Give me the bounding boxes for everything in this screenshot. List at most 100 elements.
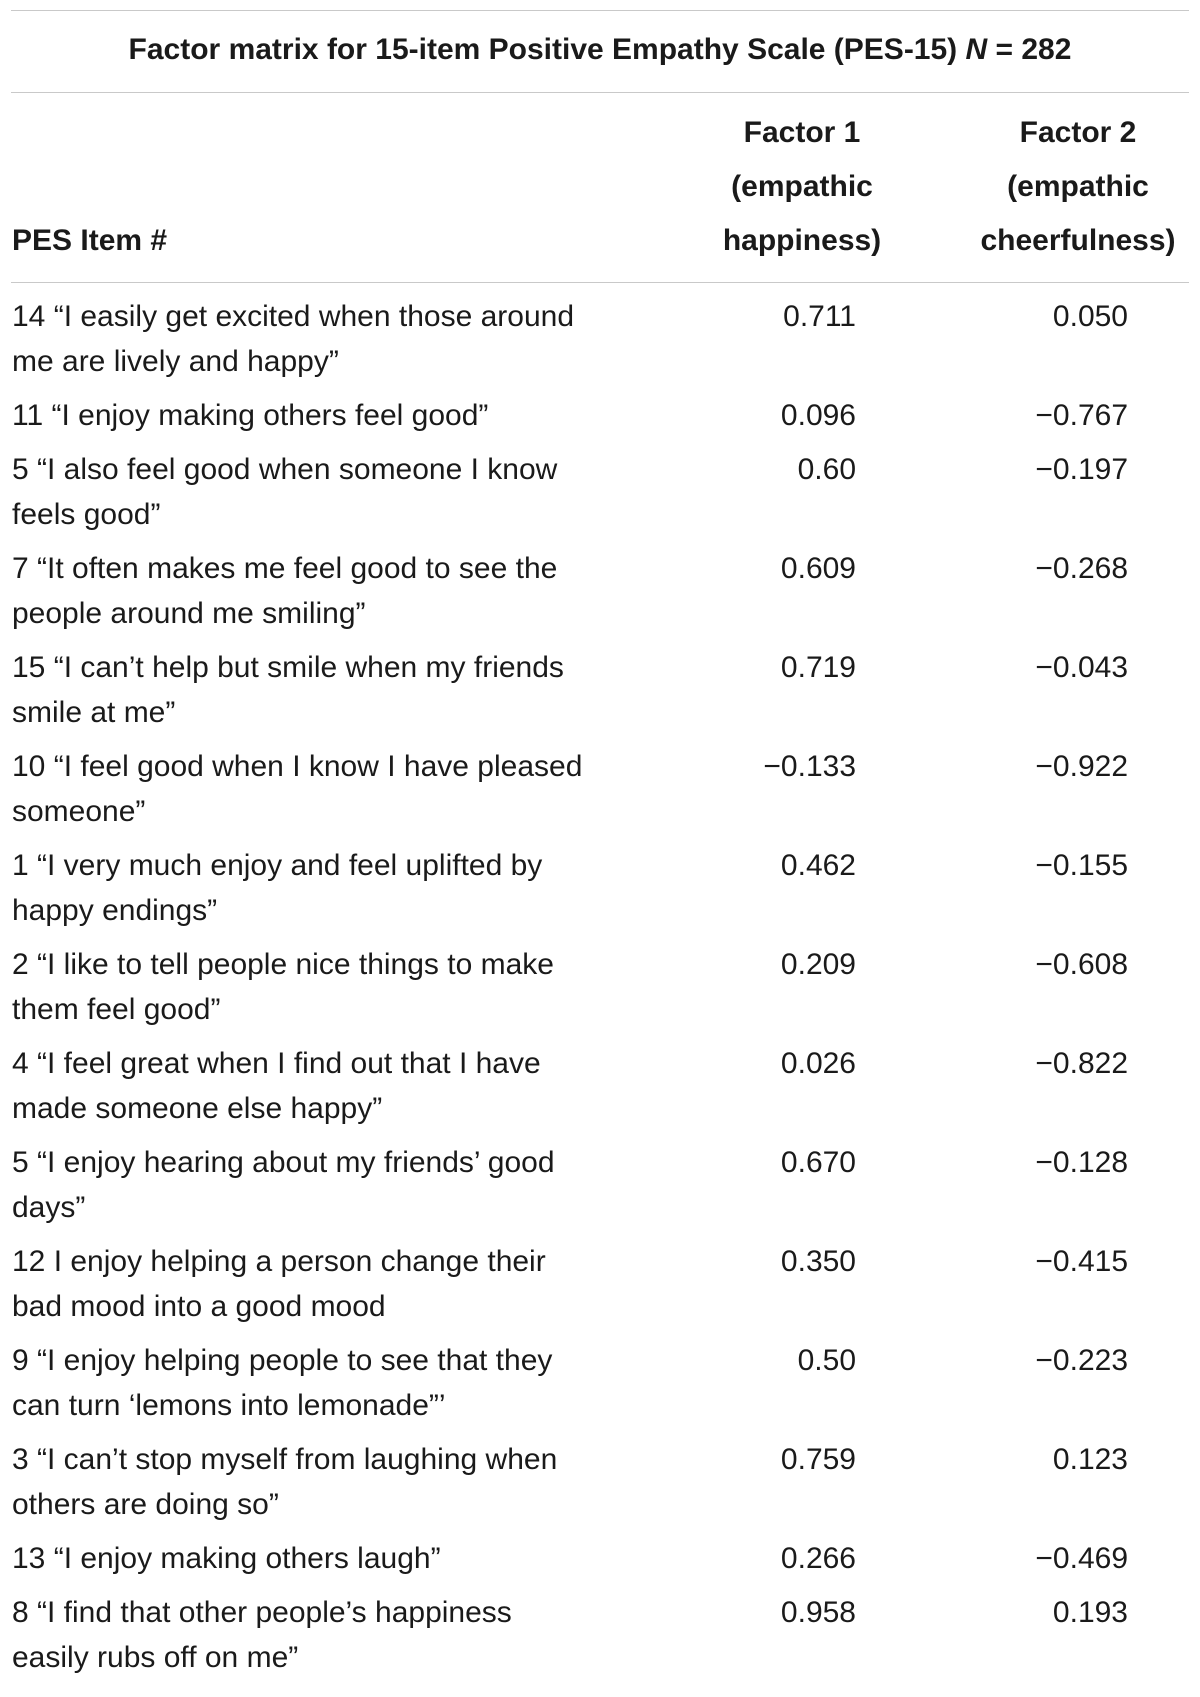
header-rule — [11, 282, 1189, 283]
item-text-line2: someone” — [12, 795, 146, 828]
item-cell: 4 “I feel great when I find out that I h… — [12, 1041, 652, 1131]
factor-1-value: 0.096 — [780, 399, 856, 432]
header-factor-2: Factor 2 (empathic cheerfulness) — [948, 106, 1200, 268]
item-text-line1: 9 “I enjoy helping people to see that th… — [12, 1344, 553, 1377]
item-text-line1: 12 I enjoy helping a person change their — [12, 1245, 546, 1278]
table-row: 10 “I feel good when I know I have pleas… — [0, 744, 1200, 843]
table-row: 13 “I enjoy making others laugh” 0.266 −… — [0, 1536, 1200, 1590]
item-cell: 3 “I can’t stop myself from laughing whe… — [12, 1437, 652, 1527]
factor-1-value: 0.719 — [780, 651, 856, 684]
item-text-line1: 5 “I enjoy hearing about my friends’ goo… — [12, 1146, 555, 1179]
item-cell: 14 “I easily get excited when those arou… — [12, 294, 652, 384]
table-row: 11 “I enjoy making others feel good” 0.0… — [0, 393, 1200, 447]
item-text-line1: 2 “I like to tell people nice things to … — [12, 948, 554, 981]
table-row: 8 “I find that other people’s happiness e… — [0, 1590, 1200, 1689]
header-factor-1-line1: Factor 1 — [743, 116, 861, 149]
table-row: 14 “I easily get excited when those arou… — [0, 294, 1200, 393]
factor-2-value: −0.197 — [1035, 453, 1128, 486]
table-row: 12 I enjoy helping a person change their… — [0, 1239, 1200, 1338]
factor-1-value: 0.462 — [780, 849, 856, 882]
item-text-line2: made someone else happy” — [12, 1092, 383, 1125]
item-text-line2: others are doing so” — [12, 1488, 279, 1521]
factor-2-value: −0.128 — [1035, 1146, 1128, 1179]
factor-2-value: 0.123 — [1052, 1443, 1128, 1476]
item-text-line2: feels good” — [12, 498, 161, 531]
table-row: 7 “It often makes me feel good to see th… — [0, 546, 1200, 645]
factor-1-value: 0.670 — [780, 1146, 856, 1179]
table-row: 4 “I feel great when I find out that I h… — [0, 1041, 1200, 1140]
item-text-line2: me are lively and happy” — [12, 345, 339, 378]
header-factor-1: Factor 1 (empathic happiness) — [672, 106, 932, 268]
item-cell: 11 “I enjoy making others feel good” — [12, 393, 652, 438]
item-text-line2: days” — [12, 1191, 86, 1224]
item-cell: 1 “I very much enjoy and feel uplifted b… — [12, 843, 652, 933]
item-text-line1: 11 “I enjoy making others feel good” — [12, 399, 489, 432]
factor-1-value: 0.958 — [780, 1596, 856, 1629]
item-text-line2: smile at me” — [12, 696, 176, 729]
table-row: 15 “I can’t help but smile when my frien… — [0, 645, 1200, 744]
factor-1-value: 0.350 — [780, 1245, 856, 1278]
item-text-line1: 10 “I feel good when I know I have pleas… — [12, 750, 583, 783]
item-text-line1: 7 “It often makes me feel good to see th… — [12, 552, 558, 585]
factor-1-value: −0.133 — [763, 750, 856, 783]
factor-2-value: 0.050 — [1052, 300, 1128, 333]
item-cell: 15 “I can’t help but smile when my frien… — [12, 645, 652, 735]
item-text-line1: 8 “I find that other people’s happiness — [12, 1596, 512, 1629]
item-cell: 7 “It often makes me feel good to see th… — [12, 546, 652, 636]
header-factor-2-line1: Factor 2 — [1019, 116, 1137, 149]
item-cell: 12 I enjoy helping a person change their… — [12, 1239, 652, 1329]
item-cell: 2 “I like to tell people nice things to … — [12, 942, 652, 1032]
item-cell: 9 “I enjoy helping people to see that th… — [12, 1338, 652, 1428]
factor-1-value: 0.60 — [797, 453, 856, 486]
factor-2-value: −0.469 — [1035, 1542, 1128, 1575]
factor-1-value: 0.50 — [797, 1344, 856, 1377]
factor-2-value: −0.415 — [1035, 1245, 1128, 1278]
item-cell: 8 “I find that other people’s happiness e… — [12, 1590, 652, 1680]
factor-2-value: −0.822 — [1035, 1047, 1128, 1080]
factor-1-value: 0.026 — [780, 1047, 856, 1080]
item-text-line1: 1 “I very much enjoy and feel uplifted b… — [12, 849, 543, 882]
header-pes-item: PES Item # — [12, 224, 168, 257]
item-text-line1: 5 “I also feel good when someone I know — [12, 453, 558, 486]
table-title-text: Factor matrix for 15-item Positive Empat… — [128, 33, 958, 66]
table-row: 5 “I also feel good when someone I know f… — [0, 447, 1200, 546]
factor-2-value: −0.155 — [1035, 849, 1128, 882]
factor-1-value: 0.266 — [780, 1542, 856, 1575]
table-row: 2 “I like to tell people nice things to … — [0, 942, 1200, 1041]
factor-2-value: −0.922 — [1035, 750, 1128, 783]
item-text-line2: easily rubs off on me” — [12, 1641, 299, 1674]
item-text-line2: happy endings” — [12, 894, 218, 927]
factor-1-value: 0.759 — [780, 1443, 856, 1476]
item-text-line1: 3 “I can’t stop myself from laughing whe… — [12, 1443, 558, 1476]
item-text-line2: them feel good” — [12, 993, 221, 1026]
factor-1-value: 0.711 — [783, 300, 856, 333]
factor-2-value: −0.608 — [1035, 948, 1128, 981]
factor-2-value: −0.043 — [1035, 651, 1128, 684]
item-cell: 13 “I enjoy making others laugh” — [12, 1536, 652, 1581]
factor-1-value: 0.209 — [780, 948, 856, 981]
item-text-line2: people around me smiling” — [12, 597, 366, 630]
item-cell: 10 “I feel good when I know I have pleas… — [12, 744, 652, 834]
item-cell: 5 “I also feel good when someone I know f… — [12, 447, 652, 537]
header-factor-2-line3: cheerfulness) — [980, 224, 1176, 257]
table-title-n-value: = 282 — [987, 33, 1072, 66]
table-row: 5 “I enjoy hearing about my friends’ goo… — [0, 1140, 1200, 1239]
title-rule — [11, 92, 1189, 93]
top-rule — [11, 10, 1189, 11]
item-text-line2: can turn ‘lemons into lemonade”’ — [12, 1389, 446, 1422]
table-row: 1 “I very much enjoy and feel uplifted b… — [0, 843, 1200, 942]
table-row: 9 “I enjoy helping people to see that th… — [0, 1338, 1200, 1437]
table-title: Factor matrix for 15-item Positive Empat… — [0, 30, 1200, 70]
table-title-n-label: N — [965, 33, 988, 66]
header-factor-1-line2: (empathic — [731, 170, 873, 203]
factor-2-value: 0.193 — [1052, 1596, 1128, 1629]
item-cell: 5 “I enjoy hearing about my friends’ goo… — [12, 1140, 652, 1230]
item-text-line1: 13 “I enjoy making others laugh” — [12, 1542, 441, 1575]
factor-2-value: −0.223 — [1035, 1344, 1128, 1377]
header-factor-1-line3: happiness) — [722, 224, 882, 257]
table-body: 14 “I easily get excited when those arou… — [0, 294, 1200, 1689]
item-text-line1: 4 “I feel great when I find out that I h… — [12, 1047, 541, 1080]
header-factor-2-line2: (empathic — [1007, 170, 1149, 203]
factor-1-value: 0.609 — [780, 552, 856, 585]
